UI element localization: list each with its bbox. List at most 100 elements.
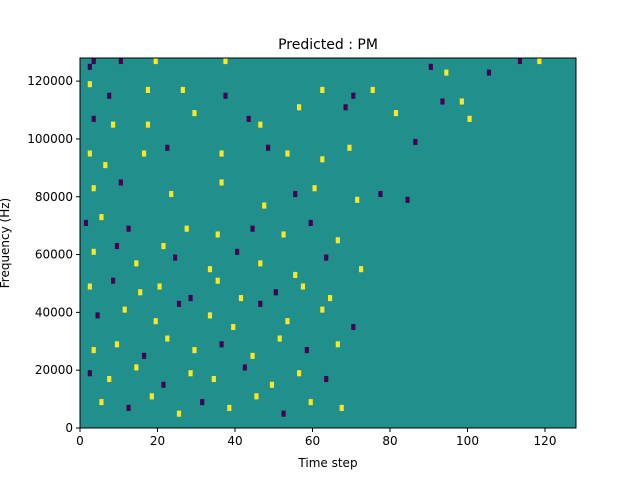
heatmap-cell-high — [192, 347, 197, 354]
heatmap-cell-high — [211, 375, 216, 383]
heatmap-cell-high — [87, 81, 92, 88]
heatmap-cell-low — [486, 69, 492, 76]
heatmap-cell-low — [223, 92, 228, 99]
heatmap-cell-low — [235, 248, 240, 255]
heatmap-cell-low — [83, 219, 89, 226]
heatmap-cell-low — [293, 190, 298, 198]
heatmap-cell-high — [227, 404, 232, 411]
heatmap-cell-high — [91, 248, 96, 255]
heatmap-cell-high — [297, 370, 302, 377]
heatmap-cell-high — [444, 69, 449, 76]
heatmap-cell-low — [405, 196, 410, 203]
chart-title: Predicted : PM — [278, 37, 378, 53]
heatmap-cell-high — [339, 404, 344, 411]
y-axis-ticks: 0 20000 40000 60000 80000 100000 120000 — [27, 74, 80, 435]
heatmap-cell-high — [238, 295, 244, 302]
heatmap-cell-low — [351, 323, 356, 331]
heatmap-cell-high — [347, 144, 352, 151]
heatmap-cell-low — [308, 219, 313, 226]
heatmap-cell-high — [219, 150, 224, 157]
heatmap-cell-high — [223, 58, 228, 65]
y-axis-label: Frequency (Hz) — [0, 198, 12, 289]
heatmap-plot-area — [80, 58, 576, 428]
heatmap-cell-high — [320, 86, 325, 93]
heatmap-cell-high — [134, 260, 139, 267]
heatmap-cell-low — [126, 225, 131, 232]
heatmap-cell-high — [87, 150, 92, 157]
x-tick-label: 80 — [382, 434, 397, 448]
heatmap-cell-high — [87, 283, 92, 290]
heatmap-cell-high — [169, 190, 174, 198]
heatmap-cell-high — [192, 110, 197, 117]
heatmap-cell-low — [324, 375, 329, 383]
heatmap-cell-high — [312, 185, 317, 192]
heatmap-cell-low — [142, 352, 147, 359]
heatmap-cell-low — [114, 243, 120, 250]
heatmap-cell-high — [161, 243, 166, 250]
heatmap-cell-low — [351, 92, 356, 99]
x-axis-ticks: 0 20 40 60 80 100 120 — [76, 428, 556, 448]
heatmap-cell-low — [176, 300, 182, 307]
heatmap-cell-low — [87, 63, 92, 70]
heatmap-cell-high — [467, 115, 472, 122]
heatmap-cell-high — [269, 381, 275, 388]
x-tick-label: 40 — [227, 434, 242, 448]
heatmap-cell-high — [138, 289, 143, 296]
heatmap-cell-low — [281, 410, 286, 417]
heatmap-cell-high — [231, 323, 236, 331]
heatmap-cell-high — [215, 231, 220, 238]
heatmap-cell-high — [277, 335, 282, 342]
heatmap-cell-low — [188, 295, 193, 302]
heatmap-cell-high — [153, 318, 158, 325]
heatmap-cell-high — [297, 104, 302, 111]
heatmap-cell-low — [118, 179, 123, 186]
heatmap-cell-high — [393, 110, 399, 117]
heatmap-cell-high — [188, 370, 193, 377]
y-tick-label: 20000 — [35, 363, 73, 377]
heatmap-cell-low — [126, 404, 131, 411]
heatmap-cell-high — [180, 86, 185, 93]
heatmap-cell-high — [176, 410, 182, 417]
y-tick-label: 100000 — [27, 132, 73, 146]
heatmap-cell-low — [161, 381, 166, 388]
heatmap-cell-high — [103, 162, 108, 169]
x-tick-label: 60 — [305, 434, 320, 448]
heatmap-cell-high — [91, 347, 96, 354]
heatmap-cell-high — [355, 196, 360, 203]
x-tick-label: 100 — [456, 434, 479, 448]
heatmap-cell-high — [285, 318, 290, 325]
heatmap-cell-high — [122, 306, 127, 313]
y-tick-label: 80000 — [35, 190, 73, 204]
heatmap-cell-low — [87, 370, 92, 377]
heatmap-cell-high — [335, 341, 340, 348]
heatmap-cell-high — [207, 312, 213, 319]
x-tick-label: 0 — [76, 434, 84, 448]
heatmap-cell-low — [250, 225, 255, 232]
heatmap-cell-low — [517, 58, 523, 65]
heatmap-background — [80, 58, 576, 428]
heatmap-cell-high — [320, 156, 325, 163]
heatmap-cell-high — [215, 277, 220, 284]
heatmap-cell-high — [258, 121, 263, 128]
heatmap-cell-low — [378, 190, 383, 198]
heatmap-cell-low — [107, 92, 112, 99]
heatmap-cell-high — [300, 283, 306, 290]
heatmap-cell-high — [254, 393, 259, 400]
heatmap-cell-high — [320, 306, 325, 313]
heatmap-cell-high — [537, 58, 542, 65]
heatmap-cell-high — [262, 202, 267, 209]
heatmap-cell-low — [173, 254, 178, 261]
heatmap-cell-high — [459, 98, 464, 105]
heatmap-cell-high — [370, 86, 375, 93]
heatmap-cell-high — [153, 58, 158, 65]
heatmap-cell-low — [219, 341, 224, 348]
heatmap-cell-high — [219, 179, 224, 186]
heatmap-cell-low — [111, 277, 116, 284]
heatmap-cell-low — [440, 98, 445, 105]
heatmap-cell-high — [142, 150, 147, 157]
heatmap-cell-low — [246, 115, 251, 122]
heatmap-cell-high — [250, 352, 255, 359]
heatmap-cell-low — [343, 104, 348, 111]
y-tick-label: 0 — [65, 421, 73, 435]
